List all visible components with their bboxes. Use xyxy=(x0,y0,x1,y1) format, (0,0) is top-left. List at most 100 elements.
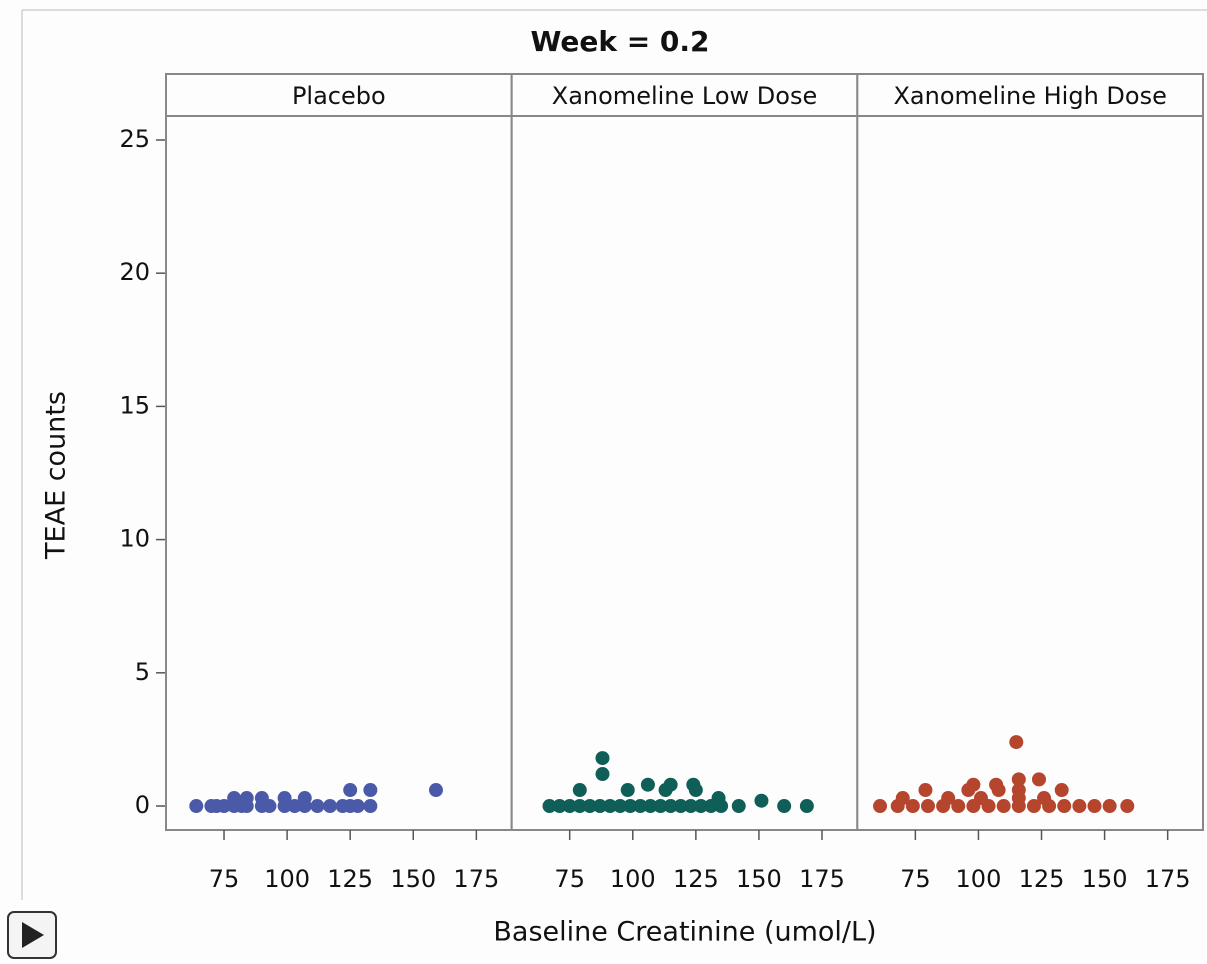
point xyxy=(1102,799,1117,814)
play-icon[interactable] xyxy=(22,922,44,948)
point xyxy=(663,799,678,814)
point xyxy=(989,777,1004,792)
x-tick-label: 175 xyxy=(453,865,499,893)
point xyxy=(1031,772,1046,787)
point xyxy=(552,799,567,814)
point xyxy=(673,799,688,814)
point xyxy=(1057,799,1072,814)
point xyxy=(1072,799,1087,814)
x-tick-label: 175 xyxy=(799,865,845,893)
point xyxy=(254,791,269,806)
point xyxy=(663,777,678,792)
point xyxy=(941,791,956,806)
x-tick-label: 125 xyxy=(1019,865,1065,893)
point xyxy=(633,799,648,814)
play-button[interactable] xyxy=(7,911,57,959)
point xyxy=(1026,799,1041,814)
point xyxy=(683,799,698,814)
point xyxy=(754,793,769,808)
x-tick-label: 100 xyxy=(956,865,1002,893)
point xyxy=(1087,799,1102,814)
point xyxy=(189,799,204,814)
point xyxy=(363,783,378,798)
point xyxy=(1011,783,1026,798)
y-tick-label: 0 xyxy=(135,791,150,819)
x-tick-label: 150 xyxy=(1082,865,1128,893)
point xyxy=(895,791,910,806)
point xyxy=(1009,735,1024,750)
x-tick-label: 125 xyxy=(673,865,719,893)
panel xyxy=(856,115,1204,831)
point xyxy=(239,791,254,806)
point xyxy=(582,799,597,814)
x-tick-label: 150 xyxy=(390,865,436,893)
point xyxy=(613,799,628,814)
point xyxy=(572,799,587,814)
point xyxy=(623,799,638,814)
point xyxy=(217,799,232,814)
panel xyxy=(510,115,859,831)
point xyxy=(777,799,792,814)
frame xyxy=(21,9,1207,900)
point xyxy=(640,777,655,792)
point xyxy=(323,799,338,814)
point xyxy=(277,791,292,806)
point xyxy=(996,799,1011,814)
point xyxy=(711,791,726,806)
point xyxy=(918,783,933,798)
panel xyxy=(165,115,513,831)
y-tick-label: 10 xyxy=(119,525,150,553)
point xyxy=(595,767,610,782)
x-tick-label: 75 xyxy=(900,865,931,893)
point xyxy=(287,799,302,814)
x-tick-label: 75 xyxy=(209,865,240,893)
point xyxy=(620,783,635,798)
x-tick-label: 125 xyxy=(327,865,373,893)
point xyxy=(905,799,920,814)
x-tick-label: 150 xyxy=(736,865,782,893)
point xyxy=(653,799,668,814)
point xyxy=(686,777,701,792)
point xyxy=(1011,772,1026,787)
strip-label: Xanomeline High Dose xyxy=(893,82,1166,110)
point xyxy=(297,791,312,806)
point xyxy=(595,751,610,766)
point xyxy=(310,799,325,814)
point xyxy=(592,799,607,814)
y-tick-label: 25 xyxy=(119,125,150,153)
strip-label: Xanomeline Low Dose xyxy=(552,82,817,110)
strip-header xyxy=(165,73,513,117)
point xyxy=(428,783,443,798)
point xyxy=(973,791,988,806)
point xyxy=(951,799,966,814)
y-tick-label: 20 xyxy=(119,258,150,286)
point xyxy=(1037,791,1052,806)
point xyxy=(966,777,981,792)
point xyxy=(363,799,378,814)
y-axis-label: TEAE counts xyxy=(41,391,72,560)
point xyxy=(1120,799,1135,814)
point xyxy=(1054,783,1069,798)
point xyxy=(920,799,935,814)
point xyxy=(873,799,888,814)
point xyxy=(572,783,587,798)
strip-label: Placebo xyxy=(292,82,386,110)
strip-header xyxy=(856,73,1204,117)
point xyxy=(643,799,658,814)
point xyxy=(343,783,358,798)
point xyxy=(693,799,708,814)
chart-title: Week = 0.2 xyxy=(530,25,709,58)
point xyxy=(562,799,577,814)
x-axis-label: Baseline Creatinine (umol/L) xyxy=(493,917,876,948)
point xyxy=(799,799,814,814)
y-tick-label: 5 xyxy=(135,658,150,686)
x-tick-label: 75 xyxy=(554,865,585,893)
x-tick-label: 175 xyxy=(1145,865,1191,893)
point xyxy=(731,799,746,814)
y-tick-label: 15 xyxy=(119,391,150,419)
point xyxy=(350,799,365,814)
point xyxy=(227,791,242,806)
x-tick-label: 100 xyxy=(264,865,310,893)
point xyxy=(603,799,618,814)
